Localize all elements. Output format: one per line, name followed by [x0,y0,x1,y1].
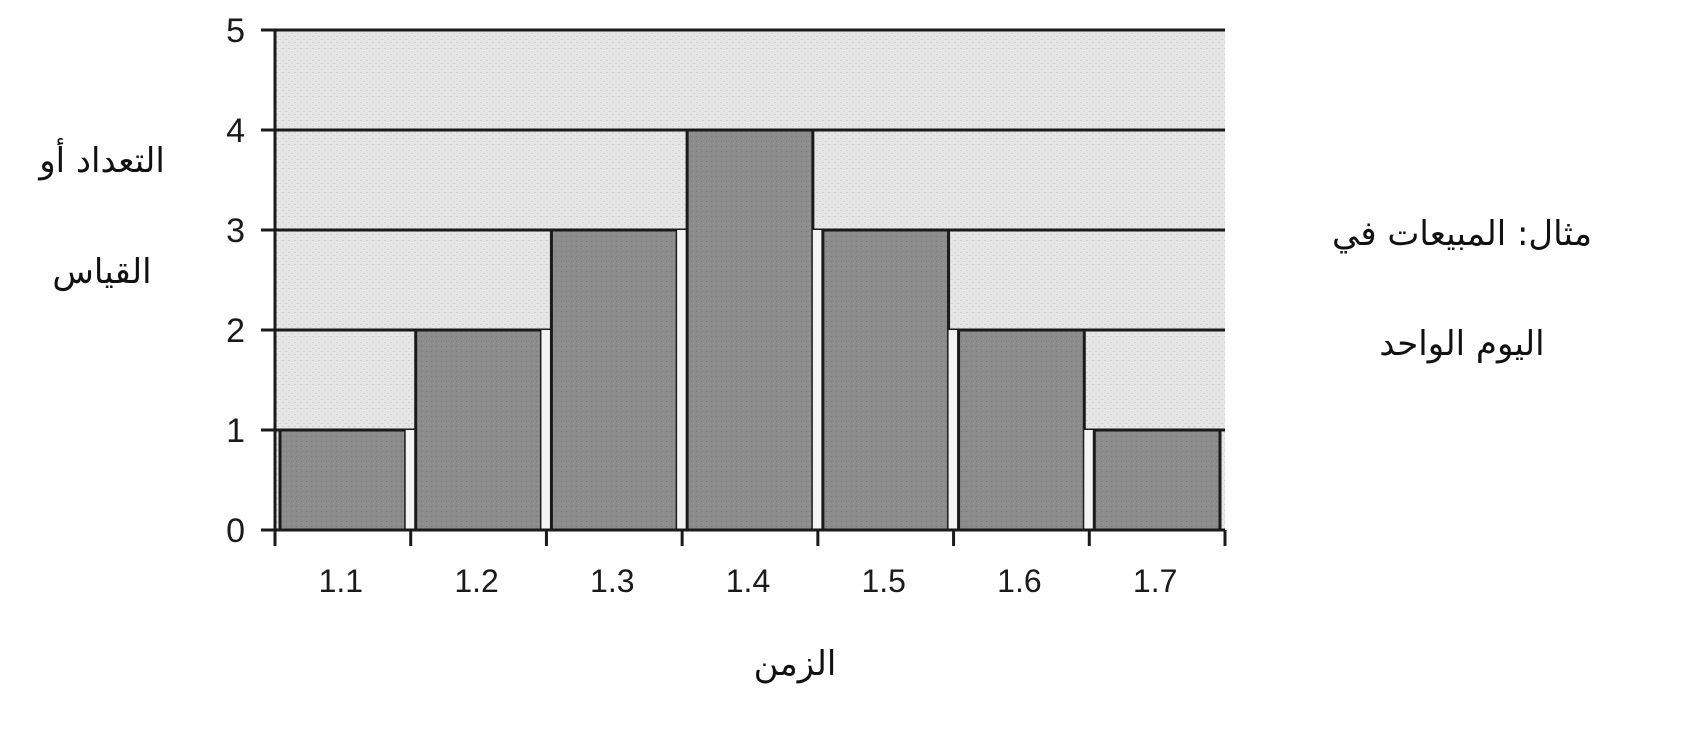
x-tick-label: 1.4 [726,563,770,599]
bar-separator [1084,430,1095,530]
annotation-line2: اليوم الواحد [1379,324,1544,364]
x-tick-label: 1.7 [1133,563,1177,599]
x-axis-label: الزمن [754,644,837,684]
x-tick-label: 1.5 [861,563,905,599]
y-tick-label: 4 [226,112,245,150]
y-tick-label: 5 [226,12,245,50]
bars [278,128,1222,532]
bar-1.3 [549,228,679,532]
y-tick-label: 0 [226,512,245,550]
x-tick-label: 1.1 [319,563,363,599]
bar-separator [405,430,416,530]
bar-1.4 [685,128,815,532]
x-tick-label: 1.2 [454,563,498,599]
x-tick-labels: 1.1 1.2 1.3 1.4 1.5 1.6 1.7 [319,563,1178,599]
bar-separator [812,230,823,530]
y-tick-labels: 0 1 2 3 4 5 [226,12,245,550]
y-axis-label-line1: التعداد أو [37,138,165,181]
y-tick-label: 3 [226,212,245,250]
bar-separator [948,330,959,530]
y-tick-label: 1 [226,412,245,450]
bar-1.7 [1092,428,1222,532]
bar-separator [677,230,688,530]
y-tick-label: 2 [226,312,245,350]
bar-1.2 [414,328,543,532]
bar-1.6 [957,328,1086,532]
annotation-line1: مثال: المبيعات في [1332,214,1592,254]
axes [261,28,1227,546]
bar-1.5 [821,228,951,532]
x-tick-label: 1.6 [997,563,1041,599]
bar-separator [541,330,552,530]
bar-1.1 [278,428,408,532]
x-tick-label: 1.3 [590,563,634,599]
y-axis-label-line2: القياس [52,252,151,292]
